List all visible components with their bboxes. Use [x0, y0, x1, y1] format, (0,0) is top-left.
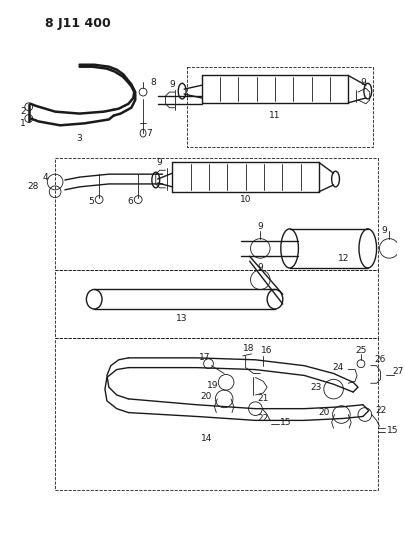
Text: 13: 13 [177, 314, 188, 324]
Text: 28: 28 [27, 182, 38, 191]
Text: 2: 2 [20, 107, 26, 116]
Text: 9: 9 [258, 263, 263, 272]
Text: 4: 4 [43, 173, 48, 182]
Text: 25: 25 [355, 345, 367, 354]
Text: 20: 20 [200, 392, 211, 401]
Text: 9: 9 [382, 227, 387, 236]
Text: 20: 20 [318, 408, 330, 417]
Text: 15: 15 [387, 426, 399, 434]
Text: 26: 26 [375, 356, 386, 365]
Text: 14: 14 [201, 434, 212, 443]
Text: 21: 21 [258, 394, 269, 403]
Text: 1: 1 [20, 119, 26, 128]
Text: 22: 22 [375, 406, 386, 415]
Text: 16: 16 [261, 345, 273, 354]
Text: 3: 3 [77, 133, 83, 142]
Text: 11: 11 [269, 111, 281, 120]
Text: 12: 12 [338, 254, 349, 263]
Text: 9: 9 [258, 222, 263, 231]
Text: 27: 27 [392, 367, 404, 376]
Text: 19: 19 [207, 381, 218, 390]
Text: 23: 23 [311, 383, 322, 392]
Text: 8: 8 [150, 78, 156, 87]
Text: 6: 6 [128, 197, 133, 206]
Text: 9: 9 [157, 158, 162, 167]
Text: 8 J11 400: 8 J11 400 [45, 17, 111, 30]
Text: 5: 5 [88, 197, 94, 206]
Text: 22: 22 [258, 414, 269, 423]
Text: 15: 15 [280, 418, 291, 427]
Text: 9: 9 [360, 78, 366, 87]
Text: 7: 7 [146, 128, 152, 138]
Text: 9: 9 [170, 80, 175, 89]
Text: 17: 17 [199, 353, 210, 362]
Text: 24: 24 [332, 363, 343, 372]
Text: 18: 18 [243, 344, 254, 353]
Text: 10: 10 [240, 195, 252, 204]
